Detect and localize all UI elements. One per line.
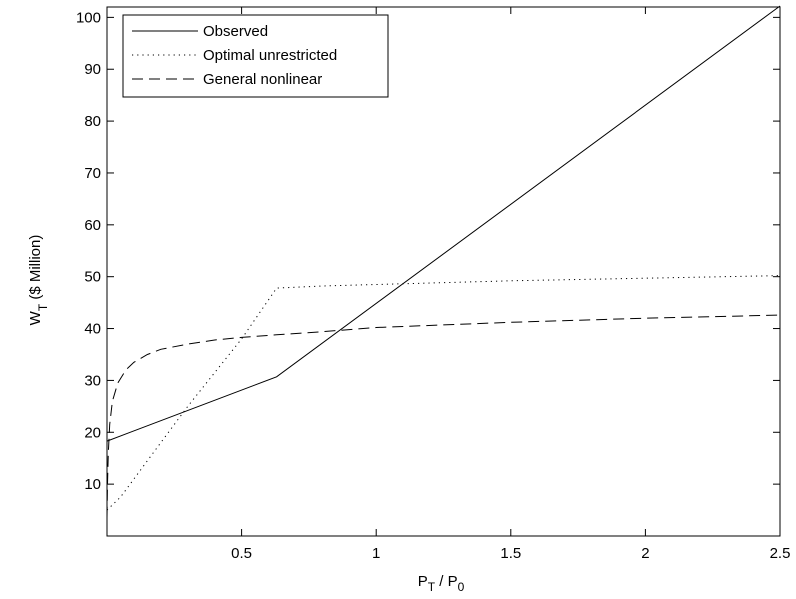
legend-box [122, 14, 389, 98]
y-tick-label: 10 [84, 476, 101, 493]
plot-area [106, 6, 781, 537]
y-axis-label: WT ($ Million) [27, 235, 50, 326]
y-tick-label: 30 [84, 372, 101, 389]
y-tick-label: 100 [76, 9, 101, 26]
series-line-2 [106, 275, 781, 511]
y-tick-label: 40 [84, 321, 101, 338]
y-tick-label: 50 [84, 269, 101, 286]
y-tick-label: 80 [84, 113, 101, 130]
x-tick-label: 0.5 [231, 545, 252, 562]
series-line-3 [106, 314, 781, 518]
y-tick-label: 70 [84, 165, 101, 182]
legend: Observed Optimal unrestricted General nonl… [122, 14, 389, 98]
y-tick-label: 60 [84, 217, 101, 234]
legend-label: Optimal unrestricted [203, 47, 337, 64]
x-tick-label: 2.5 [770, 545, 791, 562]
legend-label: Observed [203, 23, 268, 40]
x-axis-label: PT / P0 [418, 573, 465, 594]
tick-layer: 0.5 1 1.5 2 2.5 10 20 30 40 50 60 70 80 90 100 [76, 7, 790, 562]
plot-border [106, 6, 781, 537]
series-line-1 [106, 5, 781, 442]
legend-label: General nonlinear [203, 71, 322, 88]
series-layer [106, 5, 781, 518]
y-tick-label: 20 [84, 424, 101, 441]
x-tick-label: 1.5 [500, 545, 521, 562]
x-tick-label: 2 [641, 545, 649, 562]
x-tick-label: 1 [372, 545, 380, 562]
y-tick-label: 90 [84, 61, 101, 78]
